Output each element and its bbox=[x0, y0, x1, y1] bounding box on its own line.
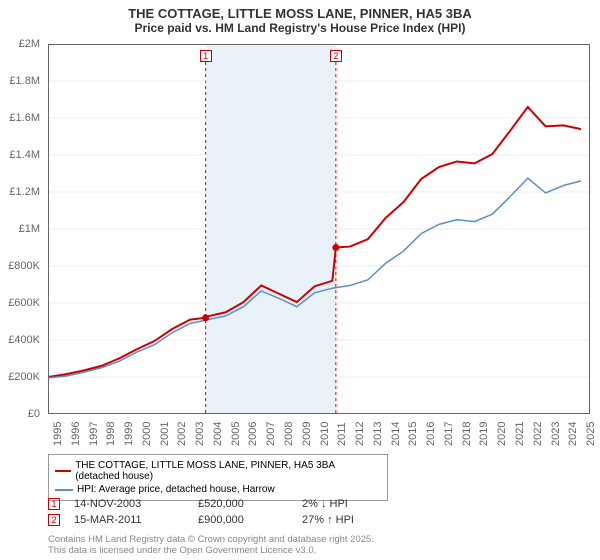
x-tick-label: 2004 bbox=[212, 422, 224, 446]
y-tick-label: £0 bbox=[28, 408, 40, 420]
sale-delta: 27% ↑ HPI bbox=[302, 514, 354, 526]
y-tick-label: £200K bbox=[8, 371, 40, 383]
footer-credit: Contains HM Land Registry data © Crown c… bbox=[48, 534, 374, 557]
x-tick-label: 1995 bbox=[52, 422, 64, 446]
chart-svg bbox=[48, 44, 590, 414]
y-tick-label: £600K bbox=[8, 297, 40, 309]
legend-label: HPI: Average price, detached house, Harr… bbox=[77, 484, 275, 495]
footer-line1: Contains HM Land Registry data © Crown c… bbox=[48, 534, 374, 545]
legend-item: THE COTTAGE, LITTLE MOSS LANE, PINNER, H… bbox=[55, 459, 381, 483]
y-axis: £0£200K£400K£600K£800K£1M£1.2M£1.4M£1.6M… bbox=[0, 44, 44, 414]
x-tick-label: 1998 bbox=[105, 422, 117, 446]
chart-sale-marker: 2 bbox=[330, 50, 342, 62]
y-tick-label: £1M bbox=[19, 223, 40, 235]
title-address: THE COTTAGE, LITTLE MOSS LANE, PINNER, H… bbox=[0, 6, 600, 21]
sale-marker-box: 1 bbox=[48, 498, 60, 510]
sale-marker-box: 2 bbox=[48, 514, 60, 526]
y-tick-label: £2M bbox=[19, 38, 40, 50]
x-tick-label: 1997 bbox=[88, 422, 100, 446]
x-tick-label: 2000 bbox=[141, 422, 153, 446]
footer-line2: This data is licensed under the Open Gov… bbox=[48, 545, 374, 556]
x-tick-label: 2007 bbox=[265, 422, 277, 446]
sale-price: £520,000 bbox=[198, 498, 288, 510]
x-tick-label: 2001 bbox=[159, 422, 171, 446]
legend-swatch bbox=[55, 489, 73, 491]
x-tick-label: 2015 bbox=[407, 422, 419, 446]
x-tick-label: 2014 bbox=[390, 422, 402, 446]
sale-row: 1 14-NOV-2003 £520,000 2% ↓ HPI bbox=[48, 496, 590, 512]
x-tick-label: 2005 bbox=[230, 422, 242, 446]
x-tick-label: 2018 bbox=[461, 422, 473, 446]
legend-item: HPI: Average price, detached house, Harr… bbox=[55, 483, 381, 496]
x-tick-label: 2021 bbox=[514, 422, 526, 446]
x-tick-label: 2011 bbox=[336, 422, 348, 446]
x-tick-label: 1999 bbox=[123, 422, 135, 446]
chart-area: 12 bbox=[48, 44, 590, 414]
x-tick-label: 2003 bbox=[194, 422, 206, 446]
chart-container: THE COTTAGE, LITTLE MOSS LANE, PINNER, H… bbox=[0, 0, 600, 560]
x-tick-label: 2008 bbox=[283, 422, 295, 446]
x-tick-label: 2016 bbox=[425, 422, 437, 446]
x-tick-label: 2024 bbox=[567, 422, 579, 446]
legend: THE COTTAGE, LITTLE MOSS LANE, PINNER, H… bbox=[48, 454, 388, 501]
x-tick-label: 1996 bbox=[70, 422, 82, 446]
sale-date: 14-NOV-2003 bbox=[74, 498, 184, 510]
legend-label: THE COTTAGE, LITTLE MOSS LANE, PINNER, H… bbox=[75, 460, 381, 482]
sale-price: £900,000 bbox=[198, 514, 288, 526]
y-tick-label: £1.2M bbox=[9, 186, 40, 198]
x-tick-label: 2019 bbox=[478, 422, 490, 446]
title-block: THE COTTAGE, LITTLE MOSS LANE, PINNER, H… bbox=[0, 0, 600, 37]
x-tick-label: 2022 bbox=[532, 422, 544, 446]
x-tick-label: 2017 bbox=[443, 422, 455, 446]
title-subtitle: Price paid vs. HM Land Registry's House … bbox=[0, 21, 600, 35]
x-tick-label: 2006 bbox=[247, 422, 259, 446]
legend-swatch bbox=[55, 470, 71, 472]
x-tick-label: 2025 bbox=[585, 422, 597, 446]
sale-delta: 2% ↓ HPI bbox=[302, 498, 348, 510]
x-tick-label: 2012 bbox=[354, 422, 366, 446]
x-tick-label: 2013 bbox=[372, 422, 384, 446]
y-tick-label: £1.6M bbox=[9, 112, 40, 124]
y-tick-label: £400K bbox=[8, 334, 40, 346]
x-axis: 1995 1996 1997 1998 1999 2000 2001 2002 2003 2004… bbox=[48, 416, 590, 452]
y-tick-label: £800K bbox=[8, 260, 40, 272]
sale-row: 2 15-MAR-2011 £900,000 27% ↑ HPI bbox=[48, 512, 590, 528]
y-tick-label: £1.8M bbox=[9, 75, 40, 87]
x-tick-label: 2009 bbox=[301, 422, 313, 446]
x-tick-label: 2010 bbox=[319, 422, 331, 446]
chart-sale-marker: 1 bbox=[200, 50, 212, 62]
sales-table: 1 14-NOV-2003 £520,000 2% ↓ HPI 2 15-MAR-2011… bbox=[48, 496, 590, 528]
y-tick-label: £1.4M bbox=[9, 149, 40, 161]
x-tick-label: 2023 bbox=[550, 422, 562, 446]
x-tick-label: 2002 bbox=[176, 422, 188, 446]
sale-date: 15-MAR-2011 bbox=[74, 514, 184, 526]
x-tick-label: 2020 bbox=[496, 422, 508, 446]
